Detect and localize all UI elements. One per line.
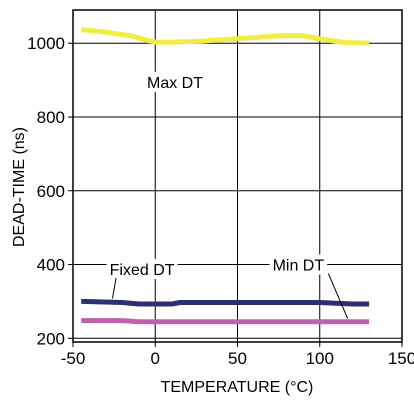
annotation-callouts: Max DT Fixed DT Min DT	[106, 71, 349, 319]
annotation-backdrop	[269, 254, 328, 275]
annotation-leader	[327, 273, 349, 319]
y-tick-label: 600	[37, 182, 65, 201]
annotation-min-dt: Min DT	[273, 258, 325, 275]
y-tick-label: 200	[37, 329, 65, 348]
x-tick-label: 150	[388, 349, 414, 368]
y-tick-label: 400	[37, 256, 65, 275]
annotation-backdrop	[106, 258, 178, 279]
y-axis-label: DEAD-TIME (ns)	[11, 127, 28, 247]
x-tick-label: 50	[228, 349, 247, 368]
series-line-max-dt	[80, 27, 370, 46]
annotation-leader	[111, 277, 117, 299]
y-tick-label: 800	[37, 108, 65, 127]
x-tick-label: 100	[306, 349, 334, 368]
annotation-fixed-dt: Fixed DT	[110, 262, 175, 279]
series-line-fixed-dt	[81, 298, 370, 307]
x-tick-label: 0	[151, 349, 160, 368]
x-axis-label: TEMPERATURE (°C)	[161, 379, 314, 396]
annotation-max-dt: Max DT	[147, 75, 203, 92]
series-line-min-dt	[81, 318, 370, 325]
y-tick-label: 1000	[27, 34, 65, 53]
x-tick-label: -50	[61, 349, 86, 368]
grid	[73, 10, 402, 342]
annotation-backdrop	[143, 71, 206, 92]
axis-ticks: -50 0 50 100 150 200 400 600 800 1000	[27, 34, 414, 368]
